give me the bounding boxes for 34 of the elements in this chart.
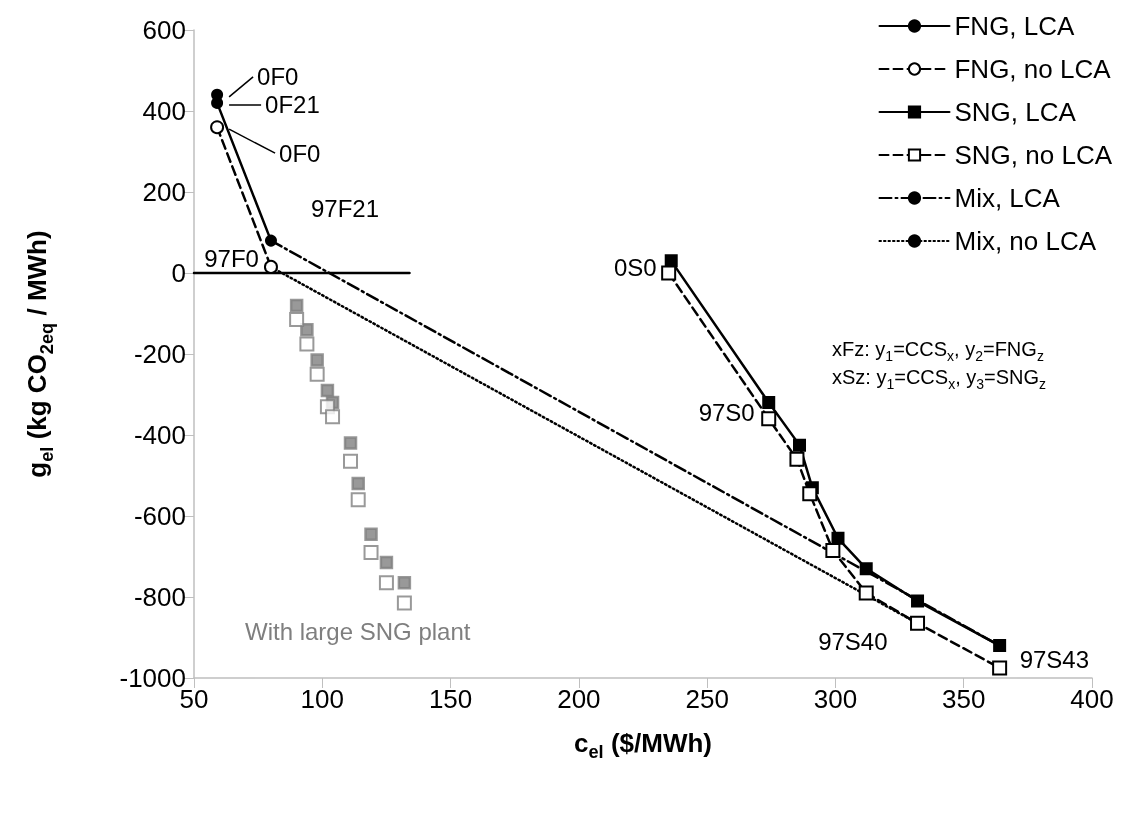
annotation: xSz: y$_{1}$=CCS$_{x}$, y$_{3}$=SNG$_{z}$ [832,366,1047,392]
x-tick-label: 100 [300,684,344,714]
legend-label: SNG, LCA [954,97,1077,127]
legend-label: Mix, no LCA [954,226,1097,256]
x-tick-label: 250 [685,684,729,714]
legend-label: SNG, no LCA [954,140,1113,170]
annotation: 97S0 [698,399,755,427]
annotation: 0F0 [279,139,321,167]
y-tick-label: -200 [133,339,186,369]
legend-label: FNG, LCA [954,11,1076,41]
annotation: 97F21 [310,195,380,223]
annotation: 0F0 [257,63,299,91]
y-tick-label: 600 [142,15,186,45]
y-tick-label: -800 [133,582,186,612]
y-tick-label: -600 [133,501,186,531]
y-tick-label: 0 [171,258,186,288]
y-tick-label: 400 [142,96,186,126]
annotation: 97S40 [818,627,888,655]
x-axis-title: c$_{el}$ ($/MWh) [574,728,712,764]
y-tick-label: -400 [133,420,186,450]
annotation: 0F21 [265,91,320,119]
annotation: 97S43 [1019,646,1090,674]
annotation: With large SNG plant [245,618,471,646]
x-tick-label: 350 [942,684,986,714]
annotation: 0S0 [613,253,657,281]
annotation: 97F0 [204,245,259,273]
x-tick-label: 150 [428,684,473,714]
x-tick-label: 400 [1070,684,1114,714]
y-tick-label: 200 [142,177,186,207]
annotation: xFz: y$_{1}$=CCS$_{x}$, y$_{2}$=FNG$_{z}$ [832,338,1044,364]
legend-label: Mix, LCA [954,183,1061,213]
x-tick-label: 200 [557,684,601,714]
x-tick-label: 300 [813,684,858,714]
legend-label: FNG, no LCA [954,54,1112,84]
